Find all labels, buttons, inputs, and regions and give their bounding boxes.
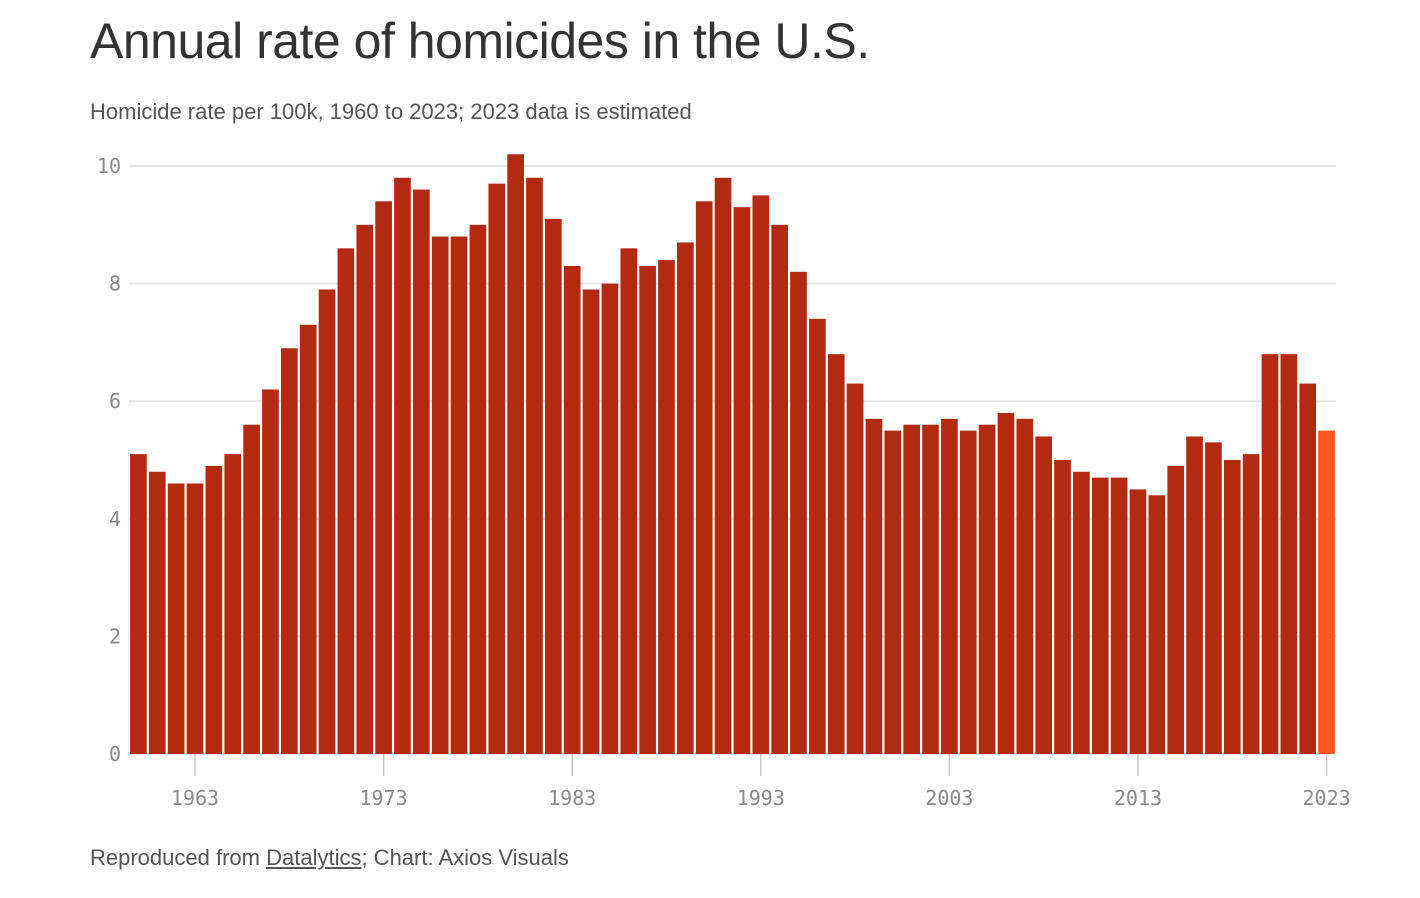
x-axis-ticks: 1963 1973 1983 1993 2003 2013 2023 — [171, 754, 1351, 810]
bar-2002 — [922, 424, 939, 754]
bar-1987 — [639, 265, 656, 754]
bar-2005 — [978, 424, 996, 754]
chart-title: Annual rate of homicides in the U.S. — [90, 13, 870, 69]
chart-footer: Reproduced from Datalytics; Chart: Axios… — [90, 845, 569, 871]
bar-1986 — [620, 248, 638, 754]
footer-suffix: ; Chart: Axios Visuals — [361, 845, 569, 870]
bar-1961 — [148, 471, 166, 754]
y-tick-label: 8 — [109, 272, 121, 296]
y-tick-label: 6 — [109, 389, 121, 413]
x-tick-label: 2013 — [1114, 786, 1162, 810]
bar-1965 — [224, 454, 242, 754]
bar-2000 — [884, 430, 902, 754]
x-tick-label: 1993 — [737, 786, 785, 810]
bars — [130, 154, 1335, 755]
bar-1972 — [356, 224, 374, 755]
bar-1996 — [809, 318, 826, 754]
bar-2016 — [1186, 436, 1203, 754]
bar-2006 — [997, 412, 1015, 754]
y-tick-label: 0 — [109, 742, 121, 766]
bar-2019 — [1242, 454, 1260, 754]
bar-1975 — [412, 189, 430, 754]
bar-2014 — [1148, 495, 1166, 754]
bar-2017 — [1205, 442, 1222, 754]
y-tick-label: 2 — [109, 624, 121, 648]
homicide-rate-bar-chart: 0 2 4 6 8 10 1963 1973 1983 1993 2003 2013 2023 — [97, 154, 1351, 810]
bar-1968 — [280, 348, 298, 754]
bar-1971 — [337, 248, 355, 754]
bar-1970 — [318, 289, 336, 754]
bar-1977 — [450, 236, 468, 754]
footer-prefix: Reproduced from — [90, 845, 267, 870]
bar-2023 — [1318, 430, 1335, 754]
bar-1999 — [865, 418, 883, 754]
bar-1989 — [677, 242, 694, 754]
bar-1963 — [186, 483, 204, 754]
bar-1994 — [771, 224, 788, 755]
x-tick-label: 2023 — [1302, 786, 1350, 810]
y-tick-label: 10 — [97, 154, 121, 178]
bar-1973 — [375, 201, 392, 754]
bar-1990 — [695, 201, 713, 754]
bar-1960 — [130, 454, 147, 754]
bar-2012 — [1110, 477, 1128, 754]
bar-1976 — [431, 236, 449, 754]
bar-1964 — [205, 465, 223, 754]
y-axis-ticks: 0 2 4 6 8 10 — [97, 154, 121, 766]
bar-1967 — [262, 389, 279, 754]
bar-1984 — [582, 289, 600, 754]
x-tick-label: 1973 — [360, 786, 408, 810]
bar-1979 — [488, 183, 506, 754]
chart-subtitle: Homicide rate per 100k, 1960 to 2023; 20… — [90, 99, 692, 124]
bar-1988 — [658, 260, 675, 754]
bar-1995 — [790, 271, 807, 754]
bar-2021 — [1280, 354, 1298, 754]
source-link-datalytics[interactable]: Datalytics — [266, 845, 362, 870]
bar-2009 — [1054, 460, 1071, 754]
bar-2004 — [959, 430, 977, 754]
bar-1983 — [563, 265, 581, 754]
bar-1993 — [752, 195, 770, 754]
bar-1974 — [394, 177, 411, 754]
bar-1991 — [714, 177, 732, 754]
bar-2013 — [1129, 489, 1147, 754]
bar-1978 — [469, 224, 487, 755]
x-tick-label: 2003 — [925, 786, 973, 810]
bar-1992 — [733, 207, 751, 754]
bar-1985 — [601, 283, 619, 754]
bar-1969 — [299, 324, 317, 754]
bar-1980 — [507, 154, 524, 755]
bar-2015 — [1167, 465, 1185, 754]
x-tick-label: 1983 — [548, 786, 596, 810]
bar-1998 — [846, 383, 864, 754]
bar-1982 — [545, 218, 562, 755]
bar-1966 — [243, 424, 260, 754]
bar-1981 — [526, 177, 543, 754]
bar-2010 — [1073, 471, 1090, 754]
bar-2018 — [1223, 460, 1241, 754]
y-tick-label: 4 — [109, 507, 121, 531]
bar-2001 — [903, 424, 920, 754]
bar-2011 — [1091, 477, 1109, 754]
bar-2022 — [1299, 383, 1317, 754]
bar-2008 — [1035, 436, 1053, 754]
bar-1997 — [827, 354, 845, 754]
x-tick-label: 1963 — [171, 786, 219, 810]
bar-2007 — [1016, 418, 1034, 754]
bar-1962 — [167, 483, 185, 754]
bar-2020 — [1261, 354, 1279, 754]
bar-2003 — [941, 418, 958, 754]
